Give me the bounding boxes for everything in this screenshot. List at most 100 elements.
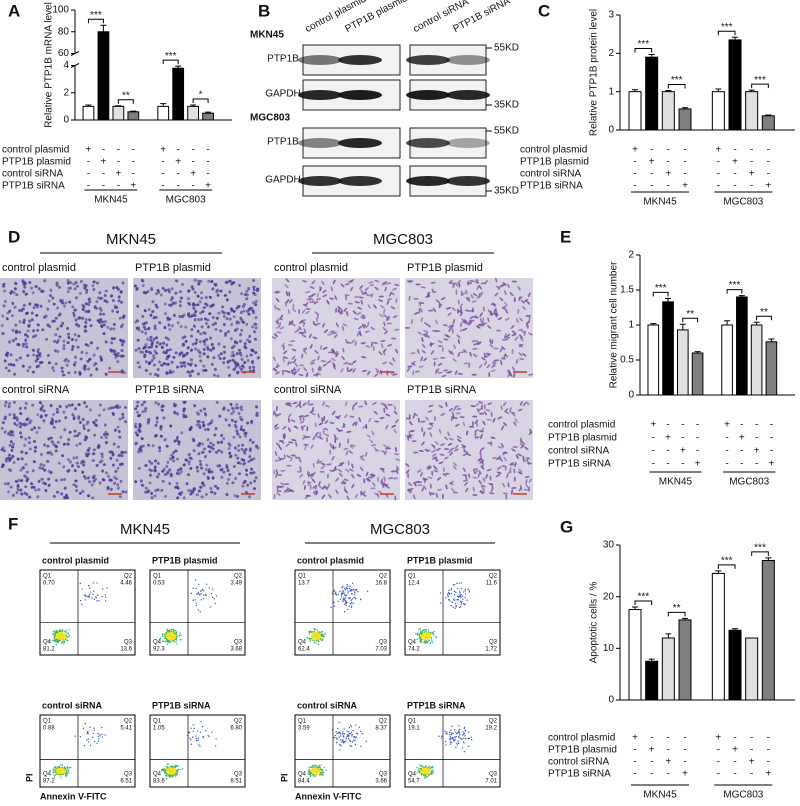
event bbox=[321, 765, 322, 766]
bar bbox=[712, 573, 724, 700]
event bbox=[62, 772, 63, 773]
event bbox=[60, 777, 61, 778]
event bbox=[343, 733, 344, 734]
event bbox=[212, 597, 213, 598]
condition-sign: + bbox=[680, 446, 686, 457]
event bbox=[428, 630, 429, 631]
event bbox=[318, 636, 319, 637]
quadrant-value: 0.53 bbox=[153, 581, 165, 587]
event bbox=[321, 769, 322, 770]
event bbox=[456, 743, 457, 744]
event bbox=[426, 640, 427, 641]
event bbox=[310, 776, 311, 777]
event bbox=[197, 740, 198, 741]
event bbox=[458, 730, 459, 731]
event bbox=[426, 634, 427, 635]
cell bbox=[144, 407, 147, 410]
event bbox=[354, 597, 355, 598]
y-axis-label: Apoptotic cells / % bbox=[589, 582, 600, 664]
plot-title: control siRNA bbox=[297, 700, 358, 710]
group-label: MKN45 bbox=[643, 790, 677, 801]
significance-label: ** bbox=[122, 90, 130, 101]
condition-sign: - bbox=[681, 433, 684, 444]
protein-label: PTP1B bbox=[267, 54, 299, 65]
marker-label: 55KD bbox=[494, 43, 519, 54]
bar bbox=[646, 57, 658, 130]
quadrant-value: 92.3 bbox=[153, 647, 165, 653]
cell bbox=[182, 344, 185, 347]
event bbox=[54, 638, 55, 639]
condition-label: PTP1B siRNA bbox=[548, 459, 611, 470]
blot-band bbox=[406, 138, 450, 148]
event bbox=[199, 746, 200, 747]
event bbox=[342, 731, 343, 732]
event bbox=[101, 596, 102, 597]
event bbox=[340, 733, 341, 734]
event bbox=[98, 736, 99, 737]
event bbox=[171, 769, 172, 770]
event bbox=[70, 767, 71, 768]
event bbox=[423, 638, 424, 639]
event bbox=[314, 772, 315, 773]
condition-sign: + bbox=[695, 459, 701, 470]
event bbox=[346, 584, 347, 585]
bar bbox=[629, 92, 641, 130]
y-tick-label: 2 bbox=[628, 250, 634, 261]
image-caption: control siRNA bbox=[2, 384, 70, 396]
event bbox=[447, 593, 448, 594]
event bbox=[420, 769, 421, 770]
event bbox=[311, 767, 312, 768]
quadrant-name: Q3 bbox=[124, 640, 133, 646]
quadrant-name: Q3 bbox=[379, 772, 388, 778]
event bbox=[455, 603, 456, 604]
quadrant-value: 3.66 bbox=[375, 779, 387, 785]
event bbox=[211, 731, 212, 732]
bar bbox=[98, 32, 109, 120]
event bbox=[344, 611, 345, 612]
condition-sign: + bbox=[765, 769, 771, 780]
event bbox=[351, 607, 352, 608]
event bbox=[189, 737, 190, 738]
event bbox=[355, 724, 356, 725]
event bbox=[343, 590, 344, 591]
event bbox=[343, 742, 344, 743]
event bbox=[431, 640, 432, 641]
event bbox=[84, 745, 85, 746]
quadrant-value: 87.2 bbox=[43, 779, 55, 785]
event bbox=[455, 736, 456, 737]
event bbox=[171, 774, 172, 775]
y-tick-label: 30 bbox=[603, 540, 615, 551]
event bbox=[432, 633, 433, 634]
event bbox=[54, 776, 55, 777]
event bbox=[346, 602, 347, 603]
bar bbox=[762, 561, 774, 701]
cell bbox=[197, 318, 200, 321]
condition-sign: - bbox=[162, 181, 165, 192]
event bbox=[450, 738, 451, 739]
quadrant-value: 84.4 bbox=[298, 779, 310, 785]
event bbox=[469, 590, 470, 591]
condition-sign: + bbox=[649, 157, 655, 168]
condition-sign: - bbox=[666, 446, 669, 457]
quadrant-value: 7.03 bbox=[375, 647, 387, 653]
event bbox=[57, 766, 58, 767]
condition-label: control plasmid bbox=[520, 145, 587, 156]
event bbox=[58, 632, 59, 633]
bar bbox=[629, 610, 641, 700]
event bbox=[105, 600, 106, 601]
blot-band bbox=[298, 176, 342, 186]
event bbox=[96, 600, 97, 601]
event bbox=[67, 640, 68, 641]
event bbox=[352, 741, 353, 742]
event bbox=[344, 598, 345, 599]
plot-title: control plasmid bbox=[42, 555, 109, 565]
event bbox=[165, 636, 166, 637]
event bbox=[352, 583, 353, 584]
condition-sign: - bbox=[681, 459, 684, 470]
event bbox=[449, 734, 450, 735]
event bbox=[454, 584, 455, 585]
event bbox=[167, 773, 168, 774]
bar bbox=[762, 116, 774, 130]
event bbox=[66, 774, 67, 775]
event bbox=[166, 769, 167, 770]
